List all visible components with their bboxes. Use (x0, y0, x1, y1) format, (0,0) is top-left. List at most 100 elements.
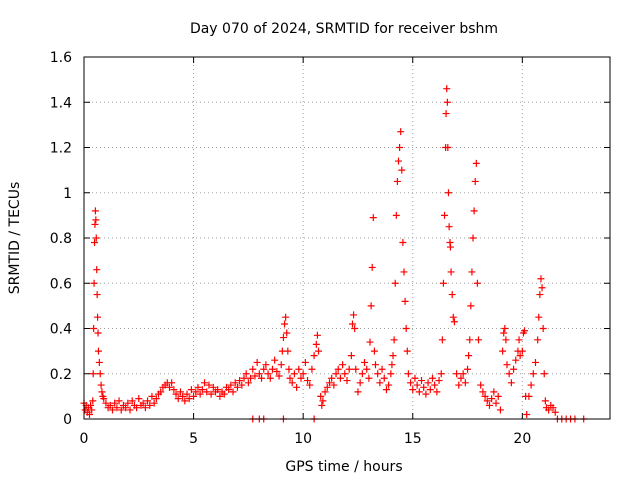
data-point (420, 383, 428, 391)
data-point (96, 370, 104, 378)
data-point (297, 374, 305, 382)
data-point (115, 397, 123, 405)
data-point (122, 404, 130, 412)
data-point (124, 399, 132, 407)
y-tick-label: 1 (63, 186, 72, 202)
data-point (87, 401, 95, 409)
data-point (253, 358, 261, 366)
data-point (483, 397, 491, 405)
data-point (94, 347, 102, 355)
data-point (443, 98, 451, 106)
data-point (198, 386, 206, 394)
data-point (190, 392, 198, 400)
data-point (90, 279, 98, 287)
data-point (492, 399, 500, 407)
data-point (399, 239, 407, 247)
data-point (396, 144, 404, 151)
data-point (92, 216, 100, 224)
y-tick-label: 0.8 (50, 231, 72, 247)
data-point (328, 374, 336, 382)
data-point (387, 370, 395, 378)
data-point (185, 395, 193, 403)
data-point (539, 325, 547, 332)
data-point (448, 291, 456, 299)
data-point (453, 370, 461, 378)
y-tick-label: 0.2 (50, 367, 72, 383)
data-point (93, 266, 101, 274)
data-point (404, 370, 412, 378)
data-point (368, 263, 376, 271)
data-point (236, 377, 244, 385)
data-point (233, 383, 241, 391)
data-point (540, 370, 548, 378)
x-tick-label: 5 (189, 431, 198, 447)
data-point (260, 365, 268, 373)
data-point (273, 367, 281, 375)
data-point (196, 390, 204, 398)
data-point (479, 388, 487, 396)
data-point (500, 329, 508, 337)
data-point (330, 381, 338, 389)
data-point (286, 374, 294, 382)
data-point (284, 347, 292, 355)
y-tick-label: 0.4 (50, 322, 72, 338)
data-point (443, 85, 451, 93)
data-point (475, 336, 482, 344)
data-point (468, 268, 476, 276)
data-point (435, 377, 443, 385)
data-point (152, 395, 160, 403)
data-point (332, 370, 340, 378)
data-point (516, 352, 524, 360)
data-point (392, 211, 400, 219)
data-point (371, 361, 379, 369)
data-point (91, 207, 99, 215)
data-point (433, 388, 441, 396)
data-point (472, 159, 480, 167)
data-point (97, 381, 105, 389)
data-point (231, 379, 239, 387)
data-point (301, 358, 309, 366)
data-point (465, 352, 473, 360)
data-point (315, 347, 323, 355)
data-point (285, 365, 293, 373)
data-point (402, 325, 410, 332)
data-point (179, 392, 187, 400)
data-point (293, 383, 301, 391)
data-point (391, 279, 399, 287)
y-tick-label: 1.2 (50, 141, 72, 157)
data-point (299, 370, 307, 378)
data-point (255, 370, 263, 378)
data-point (249, 365, 257, 373)
data-point (449, 313, 457, 321)
x-axis-label: GPS time / hours (285, 459, 402, 475)
data-point (512, 356, 520, 364)
data-point (90, 325, 98, 332)
data-point (146, 401, 154, 409)
data-point (262, 361, 270, 369)
data-point (461, 379, 469, 387)
data-point (350, 311, 358, 319)
data-point (397, 128, 405, 136)
data-point (209, 383, 217, 391)
data-point (113, 404, 121, 412)
data-point (428, 374, 436, 382)
data-point (438, 336, 446, 344)
y-tick-label: 0.6 (50, 276, 72, 292)
data-point (444, 189, 452, 197)
data-point (88, 406, 96, 414)
data-point (135, 395, 143, 403)
data-point (515, 336, 523, 344)
data-point (523, 410, 531, 418)
data-point (242, 370, 250, 378)
data-point (426, 386, 434, 394)
data-point (374, 370, 382, 378)
data-point (172, 390, 180, 398)
data-point (470, 207, 478, 215)
data-point (94, 329, 102, 337)
data-point (304, 377, 312, 385)
data-point (144, 397, 152, 405)
data-point (128, 397, 136, 405)
data-point (95, 358, 103, 366)
data-point (499, 347, 507, 355)
data-point (354, 388, 362, 396)
